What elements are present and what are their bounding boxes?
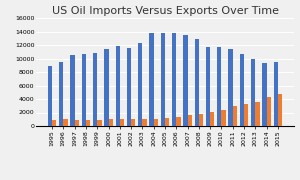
Bar <box>154 119 158 126</box>
Bar <box>97 120 101 126</box>
Bar <box>195 39 199 126</box>
Bar <box>210 112 214 126</box>
Bar <box>199 114 203 126</box>
Bar <box>240 55 244 126</box>
Bar <box>86 120 90 126</box>
Bar <box>183 35 188 126</box>
Bar <box>206 47 210 126</box>
Bar <box>165 118 169 126</box>
Bar <box>93 53 97 126</box>
Bar <box>274 62 278 126</box>
Bar <box>255 102 260 126</box>
Bar <box>48 66 52 126</box>
Bar <box>120 119 124 126</box>
Bar <box>70 55 75 126</box>
Bar <box>82 54 86 126</box>
Bar <box>229 49 233 126</box>
Bar <box>63 120 68 126</box>
Bar <box>116 46 120 126</box>
Bar <box>127 48 131 126</box>
Bar <box>138 43 142 126</box>
Bar <box>278 94 282 126</box>
Bar <box>176 117 181 126</box>
Bar <box>149 33 154 126</box>
Bar <box>161 33 165 126</box>
Bar <box>172 33 176 126</box>
Bar <box>131 120 135 126</box>
Bar <box>142 119 147 126</box>
Bar <box>233 106 237 126</box>
Bar <box>109 119 113 126</box>
Bar <box>52 120 56 126</box>
Bar <box>267 97 271 126</box>
Bar <box>221 110 226 126</box>
Title: US Oil Imports Versus Exports Over Time: US Oil Imports Versus Exports Over Time <box>52 6 278 16</box>
Bar <box>75 120 79 126</box>
Bar <box>104 49 109 126</box>
Bar <box>59 62 63 126</box>
Bar <box>251 59 255 126</box>
Bar <box>217 47 221 126</box>
Bar <box>188 115 192 126</box>
Bar <box>244 104 248 126</box>
Bar <box>262 63 267 126</box>
